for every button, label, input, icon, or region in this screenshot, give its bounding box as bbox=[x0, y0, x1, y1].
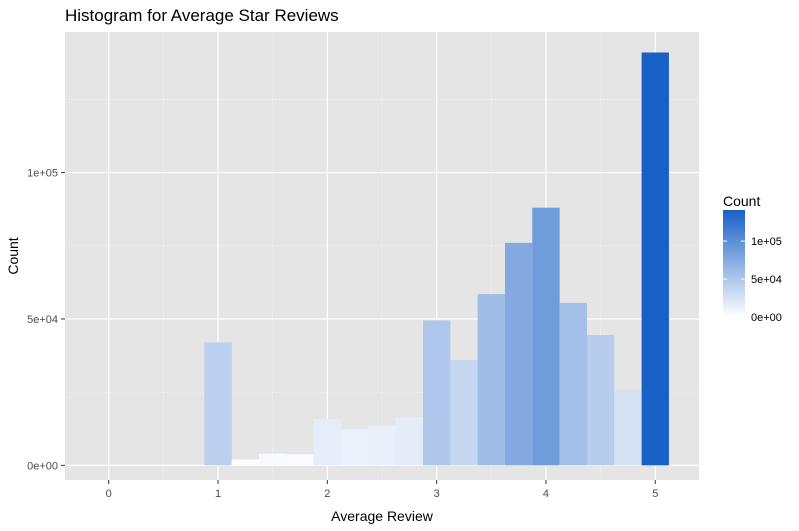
histogram-bar bbox=[231, 459, 260, 466]
x-tick-label: 5 bbox=[652, 488, 658, 500]
histogram-bars bbox=[204, 52, 669, 466]
histogram-bar bbox=[259, 453, 287, 466]
y-axis-label: Count bbox=[5, 237, 21, 274]
histogram-bar bbox=[395, 417, 423, 466]
histogram-bar bbox=[586, 335, 615, 466]
y-tick-label: 0e+00 bbox=[27, 460, 58, 472]
histogram-bar bbox=[504, 242, 533, 466]
histogram-bar bbox=[477, 294, 505, 466]
histogram-bar bbox=[313, 419, 342, 466]
histogram-bar bbox=[341, 429, 369, 466]
histogram-bar bbox=[368, 425, 396, 466]
legend-ticks: 1e+05 5e+04 0e+00 bbox=[723, 236, 782, 324]
x-tick-label: 4 bbox=[543, 488, 549, 500]
x-tick-label: 0 bbox=[106, 488, 112, 500]
legend-label: 1e+05 bbox=[751, 236, 782, 248]
legend-colorbar bbox=[723, 210, 745, 317]
histogram-bar bbox=[641, 52, 669, 466]
y-axis-ticks: 0e+00 5e+04 1e+05 bbox=[27, 168, 65, 472]
histogram-bar bbox=[422, 320, 451, 466]
color-legend: Count 1e+05 5e+04 0e+00 bbox=[723, 193, 782, 324]
histogram-bar bbox=[204, 342, 232, 466]
x-tick-label: 1 bbox=[215, 488, 221, 500]
histogram-bar bbox=[286, 454, 314, 466]
x-tick-label: 3 bbox=[434, 488, 440, 500]
legend-label: 5e+04 bbox=[751, 274, 782, 286]
chart-title: Histogram for Average Star Reviews bbox=[65, 6, 339, 25]
y-tick-label: 1e+05 bbox=[27, 168, 58, 180]
histogram-bar bbox=[532, 207, 560, 466]
histogram-bar bbox=[559, 302, 587, 466]
legend-label: 0e+00 bbox=[751, 312, 782, 324]
x-axis-label: Average Review bbox=[331, 508, 434, 524]
histogram-bar bbox=[450, 359, 478, 466]
x-tick-label: 2 bbox=[324, 488, 330, 500]
y-tick-label: 5e+04 bbox=[27, 314, 58, 326]
histogram-bar bbox=[614, 389, 642, 466]
x-axis-ticks: 0 1 2 3 4 5 bbox=[106, 480, 658, 500]
legend-title: Count bbox=[723, 193, 760, 209]
